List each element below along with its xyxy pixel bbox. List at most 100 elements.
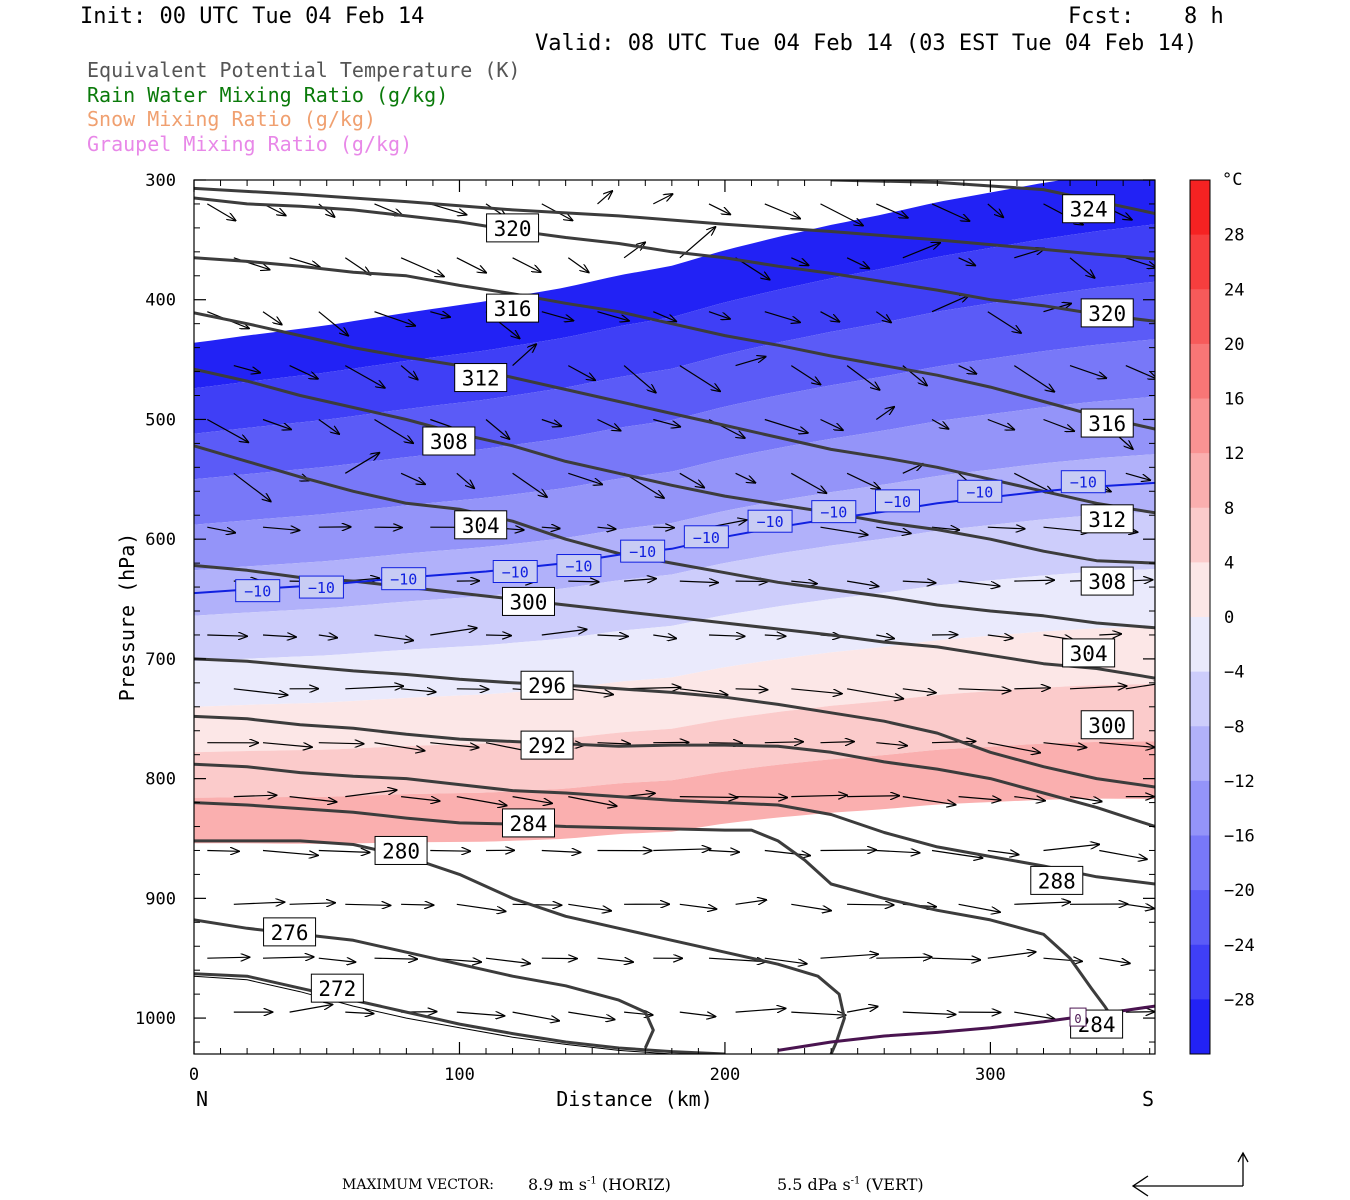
wind-vector — [735, 1008, 786, 1012]
forecast-label: Fcst: — [1068, 4, 1135, 29]
wind-vector — [1125, 472, 1150, 480]
wind-vector — [679, 688, 728, 695]
svg-text:−10: −10 — [757, 513, 784, 531]
wind-vector — [374, 634, 414, 641]
wind-vector — [1013, 365, 1054, 392]
temperature-band — [194, 339, 1155, 525]
wind-vector — [653, 527, 674, 528]
wind-vector — [735, 689, 768, 690]
colorbar-frame — [1189, 179, 1211, 1055]
theta-e-contour-300 — [194, 564, 1155, 680]
colorbar-label: 28 — [1224, 226, 1244, 246]
wind-vector — [1099, 742, 1154, 748]
wind-vector — [207, 635, 247, 636]
svg-text:284: 284 — [510, 812, 548, 836]
wind-vector — [345, 365, 384, 388]
wind-vector — [597, 635, 628, 636]
x-tick-label: 300 — [975, 1065, 1006, 1085]
theta-e-contour-320 — [194, 196, 1155, 323]
north-label: N — [196, 1087, 208, 1111]
wind-vector — [512, 257, 541, 272]
theta-e-contour-308 — [194, 367, 1155, 565]
axes: 300 400 500 600 700 800 900 1000 0 100 200 300 Dista… — [115, 171, 1155, 1111]
wind-vector — [790, 365, 820, 385]
y-tick-label: 400 — [145, 291, 176, 311]
y-tick-label: 700 — [145, 650, 176, 670]
colorbar-swatch — [1190, 453, 1210, 509]
wind-vector — [430, 203, 466, 215]
wind-vector — [875, 407, 894, 420]
wind-vector — [262, 418, 291, 430]
temperature-band — [194, 224, 1155, 434]
y-tick-label: 500 — [145, 410, 176, 430]
wind-vector — [679, 903, 717, 909]
wind-vector — [567, 257, 588, 273]
colorbar-label: −20 — [1224, 881, 1255, 901]
wind-vector — [289, 257, 320, 267]
wind-vector — [262, 742, 312, 747]
max-vector-horiz: 8.9 m s-1 (HORIZ) — [528, 1175, 671, 1194]
wind-vector — [1125, 904, 1154, 908]
x-tick-label: 100 — [444, 1065, 475, 1085]
colorbar-label: 16 — [1224, 390, 1244, 410]
wind-vector — [931, 203, 970, 221]
wind-vector — [262, 527, 299, 530]
colorbar-label: −12 — [1224, 772, 1255, 792]
wind-vector — [679, 365, 720, 392]
wind-vector — [289, 903, 335, 905]
wind-vector — [653, 849, 710, 851]
y-tick-label: 300 — [145, 171, 176, 191]
wind-vector — [430, 851, 470, 852]
colorbar-label: −28 — [1224, 990, 1255, 1010]
theta-e-contour-324 — [194, 186, 1155, 261]
wind-vector — [846, 365, 879, 390]
colorbar-swatch — [1190, 780, 1210, 836]
theta-e-contour-292 — [194, 714, 1155, 828]
wind-vector — [374, 742, 425, 751]
wind-vector — [902, 1012, 956, 1014]
wind-vector — [1125, 257, 1155, 268]
wind-vector — [512, 344, 537, 367]
wind-vector — [679, 581, 718, 583]
isotherm-label: −10 — [747, 509, 793, 533]
theta-e-contour-272 — [194, 972, 725, 1054]
contour-label: 272 — [310, 973, 364, 1003]
wind-vector — [456, 903, 506, 911]
colorbar-label: −16 — [1224, 827, 1255, 847]
wind-vector — [430, 742, 478, 748]
wind-vector — [318, 851, 370, 853]
wind-vector — [791, 795, 847, 796]
wind-vector — [1014, 688, 1050, 689]
wind-vector — [207, 418, 248, 443]
wind-vector — [876, 957, 931, 958]
contour-label: 308 — [1080, 566, 1134, 596]
wind-vector — [568, 903, 611, 911]
wind-vector — [541, 527, 560, 528]
wind-vector — [820, 418, 843, 431]
vert-value: 5.5 dPa s — [777, 1175, 851, 1194]
wind-vector — [541, 629, 587, 636]
svg-text:288: 288 — [1038, 869, 1076, 893]
wind-vector — [512, 1011, 560, 1021]
wind-vector — [679, 797, 738, 798]
wind-vector — [568, 472, 602, 484]
x-axis-label: Distance (km) — [556, 1087, 713, 1111]
temperature-band — [194, 511, 1155, 662]
wind-vector — [764, 311, 800, 323]
colorbar-swatch — [1190, 999, 1210, 1055]
wind-vector — [846, 257, 869, 269]
y-tick-label: 900 — [145, 889, 176, 909]
wind-vector — [820, 203, 863, 226]
contour-labels: 320 316 312 308 304 300 296 292 284 280 276 272 324 3… — [235, 194, 1134, 1039]
wind-vector — [958, 580, 1000, 586]
wind-vector — [541, 418, 561, 427]
legend-rain-water: Rain Water Mixing Ratio (g/kg) — [87, 83, 449, 107]
wind-vector — [456, 689, 489, 690]
svg-text:308: 308 — [1088, 570, 1126, 594]
wind-vector — [318, 958, 356, 962]
svg-text:272: 272 — [318, 977, 356, 1001]
contour-label: 312 — [1080, 504, 1134, 534]
wind-vector — [233, 902, 285, 904]
svg-text:0: 0 — [1074, 1012, 1081, 1026]
wind-vector — [456, 257, 486, 273]
